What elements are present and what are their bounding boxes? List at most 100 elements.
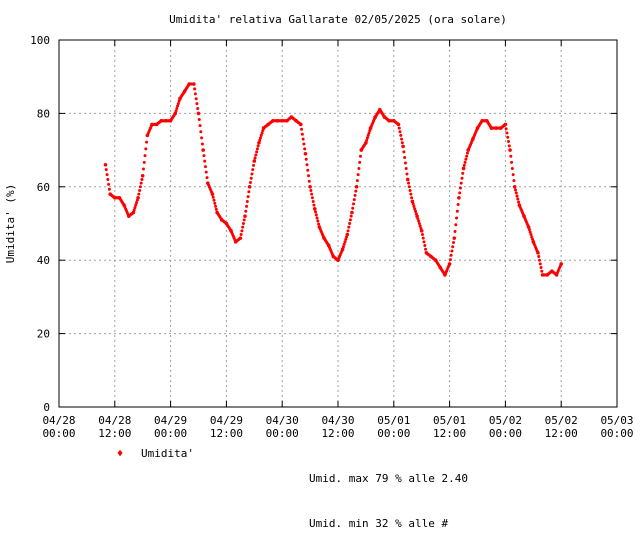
data-point [352, 198, 356, 202]
data-point [244, 209, 248, 213]
data-point [137, 192, 141, 196]
x-tick-label-date: 05/01 [377, 414, 410, 427]
data-point [451, 245, 455, 249]
data-point [397, 126, 401, 130]
data-point [420, 233, 424, 237]
data-point [412, 204, 416, 208]
data-point [450, 249, 454, 253]
data-point [417, 222, 421, 225]
data-point [401, 144, 405, 149]
data-point [462, 163, 466, 167]
data-point [410, 199, 415, 204]
data-point [344, 237, 348, 241]
data-point [453, 229, 457, 233]
data-point [245, 204, 249, 208]
data-point [514, 191, 518, 195]
data-point [447, 262, 452, 266]
data-point [419, 229, 424, 233]
data-points [103, 82, 563, 277]
data-point [353, 193, 357, 197]
x-tick-label-date: 04/29 [154, 414, 187, 427]
data-point [213, 201, 217, 205]
x-tick-label-date: 04/28 [42, 414, 75, 427]
legend: ♦ Umidita' [117, 447, 194, 460]
data-point [143, 154, 147, 158]
data-point [259, 133, 263, 137]
data-point [176, 102, 180, 106]
data-point [141, 167, 145, 171]
data-point [537, 255, 541, 259]
x-tick-label-time: 12:00 [433, 427, 466, 440]
data-point [314, 210, 318, 214]
data-point [424, 247, 428, 251]
data-point [196, 107, 200, 111]
data-point [364, 140, 368, 145]
data-point [241, 222, 245, 225]
data-point [299, 122, 303, 127]
data-point [196, 111, 201, 116]
data-point [358, 160, 362, 164]
data-point [559, 262, 563, 266]
data-point [309, 188, 313, 192]
data-point [136, 196, 140, 200]
data-point [307, 174, 311, 178]
data-point [507, 144, 511, 148]
data-point [504, 127, 508, 131]
data-point [418, 224, 422, 228]
data-point [538, 262, 542, 266]
data-point [405, 172, 409, 176]
data-point [341, 245, 345, 249]
data-point [367, 131, 371, 135]
data-point [464, 157, 468, 161]
data-point [414, 209, 417, 213]
data-point [529, 233, 533, 237]
data-point [509, 154, 513, 158]
data-point [174, 109, 178, 113]
data-point [138, 188, 142, 192]
data-point [402, 150, 406, 154]
data-point [459, 181, 463, 185]
data-point [176, 104, 180, 108]
data-point [411, 202, 415, 206]
data-point [257, 140, 261, 145]
data-point [135, 201, 138, 205]
data-point [348, 218, 352, 222]
data-point [358, 154, 362, 158]
data-point [415, 214, 419, 218]
data-point [139, 181, 143, 185]
data-point [259, 136, 262, 140]
data-point [315, 216, 319, 220]
chart-grid [59, 40, 617, 407]
data-point [198, 124, 202, 128]
data-point [312, 203, 316, 207]
data-point [247, 185, 252, 189]
x-tick-label-time: 00:00 [154, 427, 187, 440]
data-point [211, 195, 215, 199]
x-tick-label-time: 00:00 [600, 427, 633, 440]
data-point [398, 130, 402, 134]
stats-footer: Umid. max 79 % alle 2.40 Umid. min 32 % … [309, 441, 468, 546]
data-point [202, 154, 206, 158]
data-point [201, 148, 205, 152]
data-point [354, 185, 359, 189]
x-tick-label-time: 00:00 [42, 427, 75, 440]
data-point [248, 181, 252, 185]
data-point [145, 140, 149, 144]
data-point [517, 200, 521, 204]
data-point [245, 199, 249, 203]
data-point [204, 170, 208, 174]
data-point [463, 160, 467, 164]
data-point [258, 138, 262, 142]
data-point [421, 236, 425, 240]
data-point [199, 130, 203, 134]
data-point [512, 179, 516, 183]
data-point [540, 269, 544, 273]
chart-title: Umidita' relativa Gallarate 02/05/2025 (… [169, 13, 507, 26]
data-point [106, 177, 110, 181]
data-point [304, 157, 308, 161]
data-point [460, 176, 464, 180]
data-point [448, 258, 452, 262]
data-point [302, 142, 306, 146]
data-point [408, 188, 412, 192]
legend-label: Umidita' [141, 447, 194, 460]
